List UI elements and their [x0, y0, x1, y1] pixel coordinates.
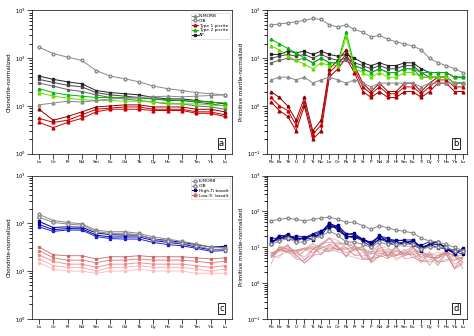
Y-axis label: Chondrite-normalized: Chondrite-normalized: [7, 52, 12, 112]
Text: a: a: [219, 139, 224, 148]
Y-axis label: Primitive mantle-normalized: Primitive mantle-normalized: [239, 43, 244, 121]
Text: c: c: [219, 304, 224, 313]
Y-axis label: Chondrite-normalized: Chondrite-normalized: [7, 217, 12, 277]
Y-axis label: Primitive mantle-normalized: Primitive mantle-normalized: [239, 208, 244, 286]
Legend: N-MORB, OIB, Type 1 picrite, Type 2 picrite, AP: N-MORB, OIB, Type 1 picrite, Type 2 picr…: [191, 13, 230, 39]
Text: d: d: [454, 304, 459, 313]
Text: b: b: [454, 139, 459, 148]
Legend: E-MORB, OIB, High-Ti basalt, Low-Ti  basalt: E-MORB, OIB, High-Ti basalt, Low-Ti basa…: [191, 178, 230, 199]
